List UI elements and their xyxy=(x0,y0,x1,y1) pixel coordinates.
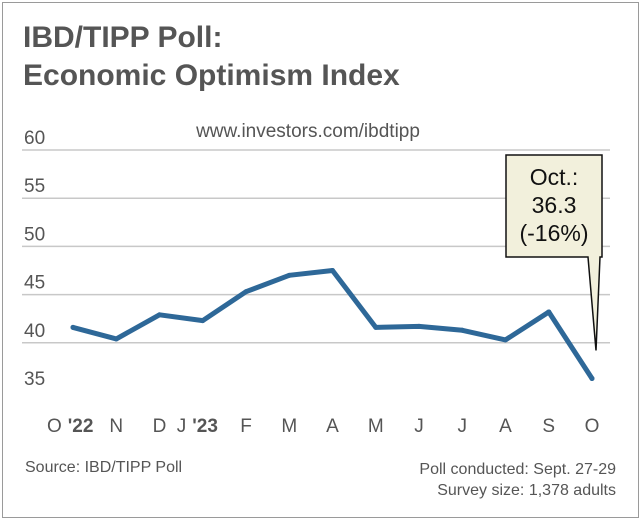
poll-conducted-note: Poll conducted: Sept. 27-29 xyxy=(419,461,616,478)
series-points xyxy=(70,268,595,381)
title-line-2: Economic Optimism Index xyxy=(23,59,400,92)
x-tick-label: D xyxy=(153,416,167,437)
x-axis-ticks: O '22 N D J '23 F M A M J J A S O xyxy=(47,416,599,437)
data-point xyxy=(459,327,465,333)
source-note: Source: IBD/TIPP Poll xyxy=(25,459,183,476)
callout-box xyxy=(505,154,603,351)
survey-size-note: Survey size: 1,378 adults xyxy=(437,482,616,499)
x-tick-label: M xyxy=(368,416,384,437)
callout-value: 36.3 xyxy=(532,192,577,218)
y-tick-label: 60 xyxy=(24,128,45,149)
source-url: www.investors.com/ibdtipp xyxy=(195,121,420,142)
y-axis-ticks: 35 40 45 50 55 60 xyxy=(24,128,45,390)
y-tick-label: 35 xyxy=(24,369,45,390)
y-tick-label: 45 xyxy=(24,273,45,294)
callout-label: Oct.: xyxy=(530,164,579,190)
data-point xyxy=(243,289,249,295)
poll-notes: Poll conducted: Sept. 27-29 Survey size:… xyxy=(419,459,616,501)
data-point xyxy=(286,272,292,278)
x-tick-label: J '23 xyxy=(177,416,218,437)
y-tick-label: 40 xyxy=(24,321,45,342)
chart-frame: IBD/TIPP Poll: Economic Optimism Index S… xyxy=(2,2,639,518)
x-tick-label: J xyxy=(414,416,424,437)
callout-change: (-16%) xyxy=(519,220,588,246)
data-point xyxy=(589,375,595,381)
data-point xyxy=(503,337,508,343)
x-tick-label: F xyxy=(240,416,252,437)
data-point xyxy=(373,324,379,330)
x-tick-label: N xyxy=(109,416,123,437)
data-point xyxy=(546,309,552,315)
data-point xyxy=(113,336,119,342)
data-point xyxy=(416,323,422,329)
data-point xyxy=(70,324,76,330)
x-tick-label: J xyxy=(458,416,468,437)
y-tick-label: 55 xyxy=(24,176,45,197)
series-line-economic-optimism xyxy=(70,268,595,381)
title-line-1: IBD/TIPP Poll: xyxy=(23,21,223,54)
x-tick-label: O xyxy=(585,416,600,437)
x-tick-label: S xyxy=(542,416,555,437)
data-point xyxy=(157,312,162,318)
data-point xyxy=(330,268,335,273)
y-tick-label: 50 xyxy=(24,224,45,245)
x-tick-label: M xyxy=(281,416,297,437)
chart-title: IBD/TIPP Poll: Economic Optimism Index xyxy=(23,19,400,95)
x-tick-label: A xyxy=(326,416,339,437)
data-point xyxy=(200,318,206,324)
x-tick-label: A xyxy=(499,416,512,437)
x-tick-label: O '22 xyxy=(47,416,93,437)
callout: Oct.: 36.3 (-16%) xyxy=(505,154,603,351)
